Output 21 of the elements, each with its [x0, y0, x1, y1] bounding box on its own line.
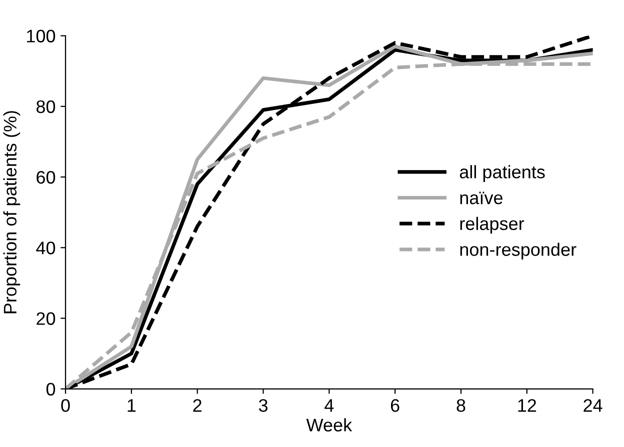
- x-axis-title: Week: [306, 418, 352, 432]
- x-tick-label: 24: [584, 399, 602, 412]
- x-tick-label: 2: [193, 399, 202, 412]
- y-tick-label: 80: [36, 100, 56, 114]
- y-tick-label: 0: [46, 382, 56, 396]
- x-tick-label: 1: [128, 399, 136, 412]
- x-tick-label: 3: [258, 399, 268, 412]
- legend-label: all patients: [460, 165, 545, 182]
- x-tick-label: 12: [518, 399, 536, 412]
- legend-label: non-responder: [460, 242, 576, 260]
- y-tick-label: 20: [36, 312, 56, 325]
- y-axis-title: Proportion of patients (%): [3, 111, 20, 314]
- y-tick-label: 40: [36, 242, 56, 254]
- x-tick-label: 8: [456, 399, 466, 412]
- legend-label: relapser: [460, 216, 524, 234]
- y-tick-label: 60: [36, 170, 56, 184]
- x-tick-label: 6: [390, 399, 400, 412]
- y-tick-label: 100: [27, 30, 56, 42]
- x-tick-label: 0: [61, 399, 70, 412]
- legend-label: naïve: [460, 192, 502, 204]
- x-tick-label: 4: [324, 399, 334, 412]
